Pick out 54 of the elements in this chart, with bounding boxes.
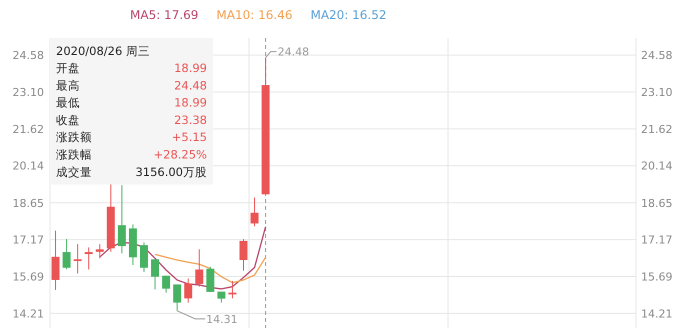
y-tick-label: 24.58 [12,49,44,62]
candlestick [151,258,160,290]
y2-tick-label: 24.58 [641,49,672,62]
y-tick-label: 23.10 [12,86,44,100]
y2-tick-label: 21.62 [641,122,672,136]
y-tick-label: 14.21 [12,307,44,320]
annotation: 成交量 [56,164,92,179]
y2-tick-label: 14.21 [641,307,672,320]
annotation: 开盘 [56,61,80,75]
candlestick [240,238,248,272]
y-tick-label: 15.69 [12,270,44,284]
candlestick [84,246,93,270]
candlestick [228,280,236,299]
candlestick [52,230,60,290]
y2-tick-label: 15.69 [641,270,672,284]
annotation: 23.38 [174,112,207,127]
candlestick [162,275,170,294]
y-tick-label: 20.14 [12,160,44,173]
candlestick [62,238,71,270]
y2-tick-label: 20.14 [641,160,672,173]
annotation: 24.48 [174,78,207,92]
annotation: 14.31 [206,312,238,326]
annotation: 24.48 [278,46,310,59]
annotation: 涨跌额 [56,130,92,144]
annotation: 2020/08/26 周三 [56,44,150,58]
candlestick [217,291,226,304]
candlestick [206,266,214,292]
candlestick [140,242,148,272]
candlestick [118,184,126,254]
text: MA10: 16.46 [216,8,292,22]
annotation: 3156.00万股 [135,164,207,179]
candlestick [184,278,192,304]
annotation: 18.99 [174,61,207,75]
annotation: 18.99 [174,96,207,110]
y-tick-label: 18.65 [12,196,44,210]
annotation: 最高 [56,78,80,92]
legend-label: MA20: 16.52 [310,8,387,22]
annotation: 最低 [56,96,80,110]
y2-tick-label: 17.17 [641,234,672,247]
point-label: 24.48 [265,46,310,59]
point-label: 14.31 [176,310,238,326]
annotation: +28.25% [154,148,208,162]
candlestick [195,248,204,288]
y-tick-label: 17.17 [12,234,44,247]
y2-tick-label: 18.65 [641,196,672,210]
candlestick [250,197,259,227]
annotation: 涨跌幅 [56,148,92,162]
candlestick [96,244,104,259]
text: MA5: 17.69 [130,8,198,22]
y2-tick-label: 23.10 [641,86,672,100]
y-tick-label: 21.62 [12,122,44,136]
annotation: 收盘 [56,112,80,127]
annotation: +5.15 [172,130,207,144]
candlestick [173,284,182,312]
